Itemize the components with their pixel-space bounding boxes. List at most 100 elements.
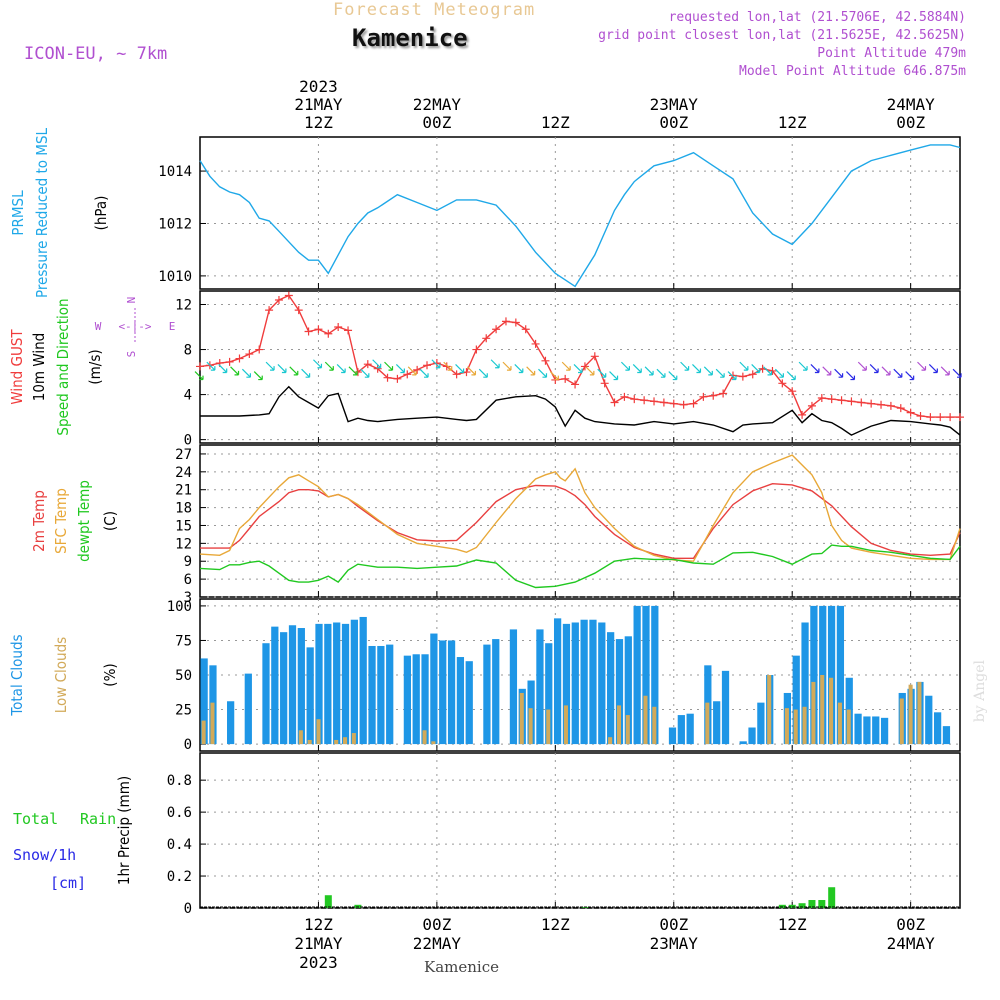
gust-marker (501, 317, 510, 326)
gust-marker (442, 362, 451, 371)
total-clouds-bar (439, 640, 447, 745)
total-clouds-bar (403, 655, 412, 745)
total-clouds-bar (801, 622, 809, 745)
footer-location: Kamenice (424, 958, 499, 976)
y-tick-label: 0 (184, 737, 192, 753)
gridpoint-coords: grid point closest lon,lat (21.5625E, 42… (598, 28, 966, 43)
gust-marker (728, 371, 737, 380)
gust-marker (886, 401, 895, 410)
bottom-time-label: 24MAY (887, 934, 936, 953)
y-tick-label: 0.6 (167, 805, 192, 821)
total-clouds-bar (925, 695, 933, 745)
location-title: Kamenice (352, 24, 468, 52)
gust-marker (423, 361, 432, 370)
y-tick-label: 12 (175, 536, 192, 552)
total-clouds-bar (633, 605, 641, 745)
total-clouds-bar (341, 623, 350, 745)
series-line-wind-gust (199, 294, 960, 418)
total-clouds-bar (421, 654, 429, 745)
y-tick-label: 0.4 (167, 837, 192, 853)
bottom-time-label: 12Z (541, 915, 570, 934)
wind-direction-arrow (822, 366, 832, 376)
low-clouds-bar (616, 705, 622, 745)
top-time-label: 22MAY (413, 95, 462, 114)
wind-direction-arrow (739, 361, 749, 371)
low-clouds-bar (342, 737, 348, 745)
low-clouds-bar (837, 702, 842, 745)
wind-direction-arrow (313, 359, 323, 369)
total-clouds-bar (262, 643, 270, 745)
gust-marker (265, 306, 274, 315)
chart-title: Forecast Meteogram (333, 0, 536, 20)
total-clouds-bar (624, 636, 632, 745)
total-clouds-bar (350, 619, 358, 745)
gust-marker (610, 398, 619, 407)
top-time-label: 12Z (541, 113, 570, 132)
gust-marker (936, 413, 945, 422)
low-clouds-bar (546, 709, 551, 745)
gust-marker (482, 334, 491, 343)
wind-direction-arrow (526, 366, 536, 376)
gust-marker (373, 364, 382, 373)
wind-direction-arrow (703, 366, 713, 376)
gust-marker (314, 325, 323, 334)
gust-marker (196, 362, 204, 371)
total-clouds-bar (748, 727, 756, 745)
total-clouds-bar (686, 713, 694, 745)
wind-direction-arrow (798, 361, 808, 371)
legend-snow: Snow/1h (13, 846, 76, 864)
total-clouds-bar (536, 629, 544, 745)
model-altitude: Model Point Altitude 646.875m (739, 64, 966, 79)
gust-marker (778, 379, 787, 388)
bottom-time-label: 21MAY (294, 934, 343, 953)
rain-bar (818, 900, 826, 908)
total-clouds-bar (200, 658, 208, 745)
wind-direction-arrow (253, 371, 263, 381)
top-time-label: 00Z (659, 113, 688, 132)
total-clouds-bar (553, 618, 562, 745)
total-clouds-bar (492, 639, 500, 745)
gust-marker (353, 368, 362, 377)
wind-direction-arrow (241, 368, 251, 378)
gust-marker (837, 396, 846, 405)
compass-w: W (95, 320, 102, 333)
gust-marker (590, 352, 599, 361)
gust-marker (452, 370, 461, 379)
gust-marker (857, 398, 866, 407)
gust-marker (620, 392, 629, 401)
gust-marker (492, 325, 501, 334)
gust-marker (738, 372, 747, 381)
rain-bar (778, 904, 786, 908)
total-clouds-bar (810, 605, 818, 745)
low-clouds-bar (705, 702, 710, 745)
total-clouds-bar (280, 632, 288, 745)
gust-marker (798, 410, 807, 419)
total-clouds-bar (297, 628, 305, 745)
low-clouds-bar (625, 715, 630, 745)
wind-direction-arrow (632, 364, 642, 374)
wind-direction-arrow (407, 366, 417, 376)
rain-bar (788, 904, 796, 908)
gust-marker (640, 396, 649, 405)
rain-bar (354, 904, 362, 908)
wind-direction-arrow (502, 361, 512, 371)
total-clouds-bar (713, 701, 721, 745)
ylabel-unit-c: (C) (101, 511, 119, 531)
gust-marker (669, 399, 678, 408)
total-clouds-bar (677, 715, 685, 745)
low-clouds-bar (643, 695, 648, 745)
gust-marker (304, 327, 313, 336)
total-clouds-bar (651, 605, 659, 745)
wind-direction-arrow (561, 361, 571, 371)
wind-direction-arrow (786, 371, 796, 381)
low-clouds-bar (784, 708, 789, 745)
wind-direction-arrow (372, 359, 382, 369)
low-clouds-bar (563, 705, 568, 745)
gust-marker (274, 296, 283, 305)
low-clouds-bar (298, 730, 303, 745)
total-clouds-bar (757, 702, 765, 745)
total-clouds-bar (607, 632, 615, 745)
wind-direction-arrow (265, 361, 275, 371)
panel-frame-pressure (199, 136, 961, 290)
wind-direction-arrow (324, 361, 334, 371)
